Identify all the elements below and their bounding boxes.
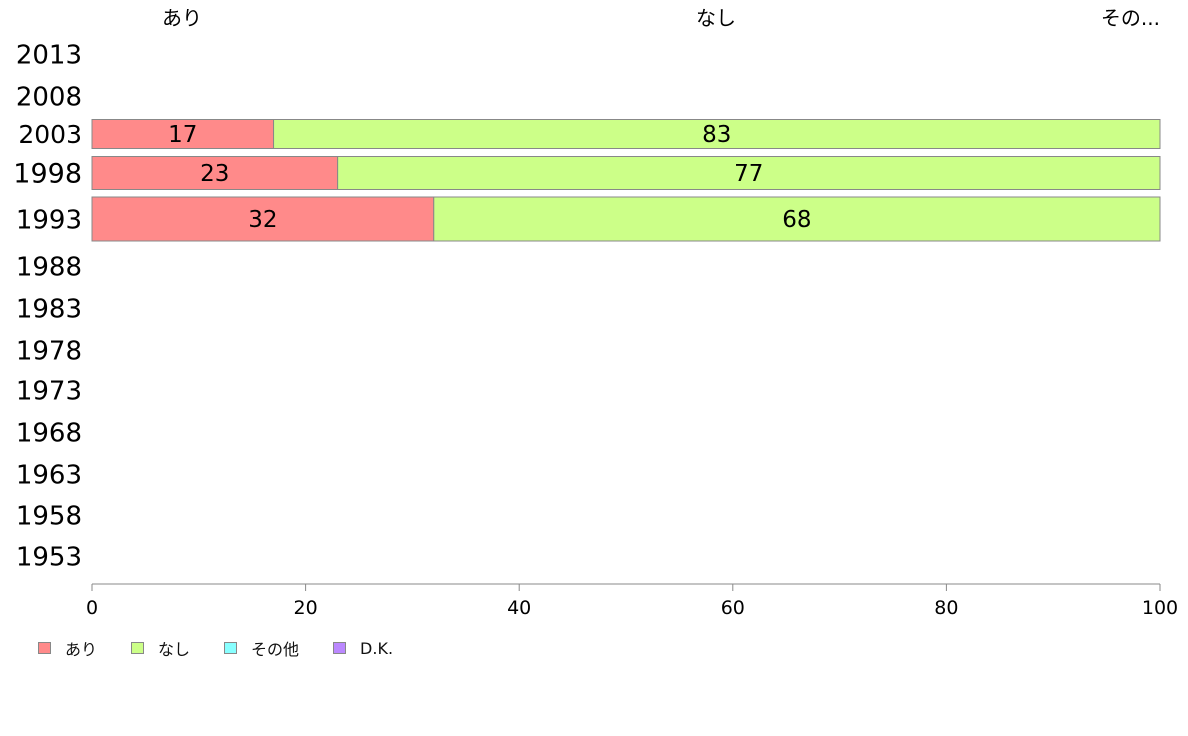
column-header-1: あり xyxy=(162,6,202,30)
y-tick-label-1973: 1973 xyxy=(16,376,82,406)
bar-1993-あり xyxy=(91,196,435,242)
bar-1998-あり xyxy=(91,156,339,190)
bar-2003-あり xyxy=(91,119,275,149)
y-tick-label-1958: 1958 xyxy=(16,501,82,531)
bar-1998-なし xyxy=(337,156,1161,190)
y-tick-label-1953: 1953 xyxy=(16,542,82,572)
legend-swatch-1 xyxy=(38,642,51,654)
legend-swatch-4 xyxy=(333,642,347,654)
y-tick-label-2008: 2008 xyxy=(16,82,82,112)
legend-swatch-2 xyxy=(131,642,145,654)
x-tick-label-20: 20 xyxy=(294,597,318,619)
x-tick-label-100: 100 xyxy=(1142,597,1178,619)
data-label-2003-あり: 17 xyxy=(168,122,197,148)
x-tick-label-0: 0 xyxy=(86,597,98,619)
legend-item-1: あり xyxy=(38,636,97,660)
bar-1993-なし xyxy=(433,196,1161,242)
legend-label-2: なし xyxy=(158,640,191,659)
legend-swatch-3 xyxy=(224,642,238,654)
x-tick-label-60: 60 xyxy=(721,597,745,619)
y-tick-label-1998: 1998 xyxy=(13,159,82,190)
y-tick-label-1988: 1988 xyxy=(16,252,82,282)
legend-item-3: その他 xyxy=(224,636,299,660)
stacked-bar-chart: あり なし その... 2013 2008 2003 1998 1993 1988 1983 19… xyxy=(13,6,1178,619)
column-header-3: その... xyxy=(1101,6,1160,30)
data-label-1998-あり: 23 xyxy=(200,161,229,187)
data-label-1993-あり: 32 xyxy=(248,207,277,233)
y-axis-labels: 2013 2008 2003 1998 1993 1988 1983 1978 1973 1968… xyxy=(13,40,82,572)
legend-label-3: その他 xyxy=(251,640,300,659)
y-tick-label-1978: 1978 xyxy=(16,336,82,366)
legend-label-1: あり xyxy=(65,640,98,659)
y-tick-label-1963: 1963 xyxy=(16,460,82,490)
data-label-2003-なし: 83 xyxy=(702,122,731,148)
y-tick-label-1983: 1983 xyxy=(16,294,82,324)
data-label-1998-なし: 77 xyxy=(734,161,763,187)
legend-label-4: D.K. xyxy=(360,638,394,658)
legend: あり なし その他 D.K. xyxy=(38,636,427,660)
x-axis: 0 20 40 60 80 100 xyxy=(86,583,1178,619)
y-tick-label-1968: 1968 xyxy=(16,418,82,448)
column-header-2: なし xyxy=(696,6,736,30)
legend-item-2: なし xyxy=(131,636,190,660)
y-tick-label-2013: 2013 xyxy=(16,40,82,70)
data-label-1993-なし: 68 xyxy=(782,207,811,233)
x-tick-label-40: 40 xyxy=(507,597,531,619)
y-tick-label-1993: 1993 xyxy=(16,205,82,235)
legend-item-4: D.K. xyxy=(333,639,393,658)
x-tick-label-80: 80 xyxy=(934,597,958,619)
column-headers: あり なし その... xyxy=(162,6,1160,30)
y-tick-label-2003: 2003 xyxy=(18,120,82,149)
bars: 17 83 23 77 32 68 xyxy=(91,119,1161,242)
bar-2003-なし xyxy=(273,119,1161,149)
